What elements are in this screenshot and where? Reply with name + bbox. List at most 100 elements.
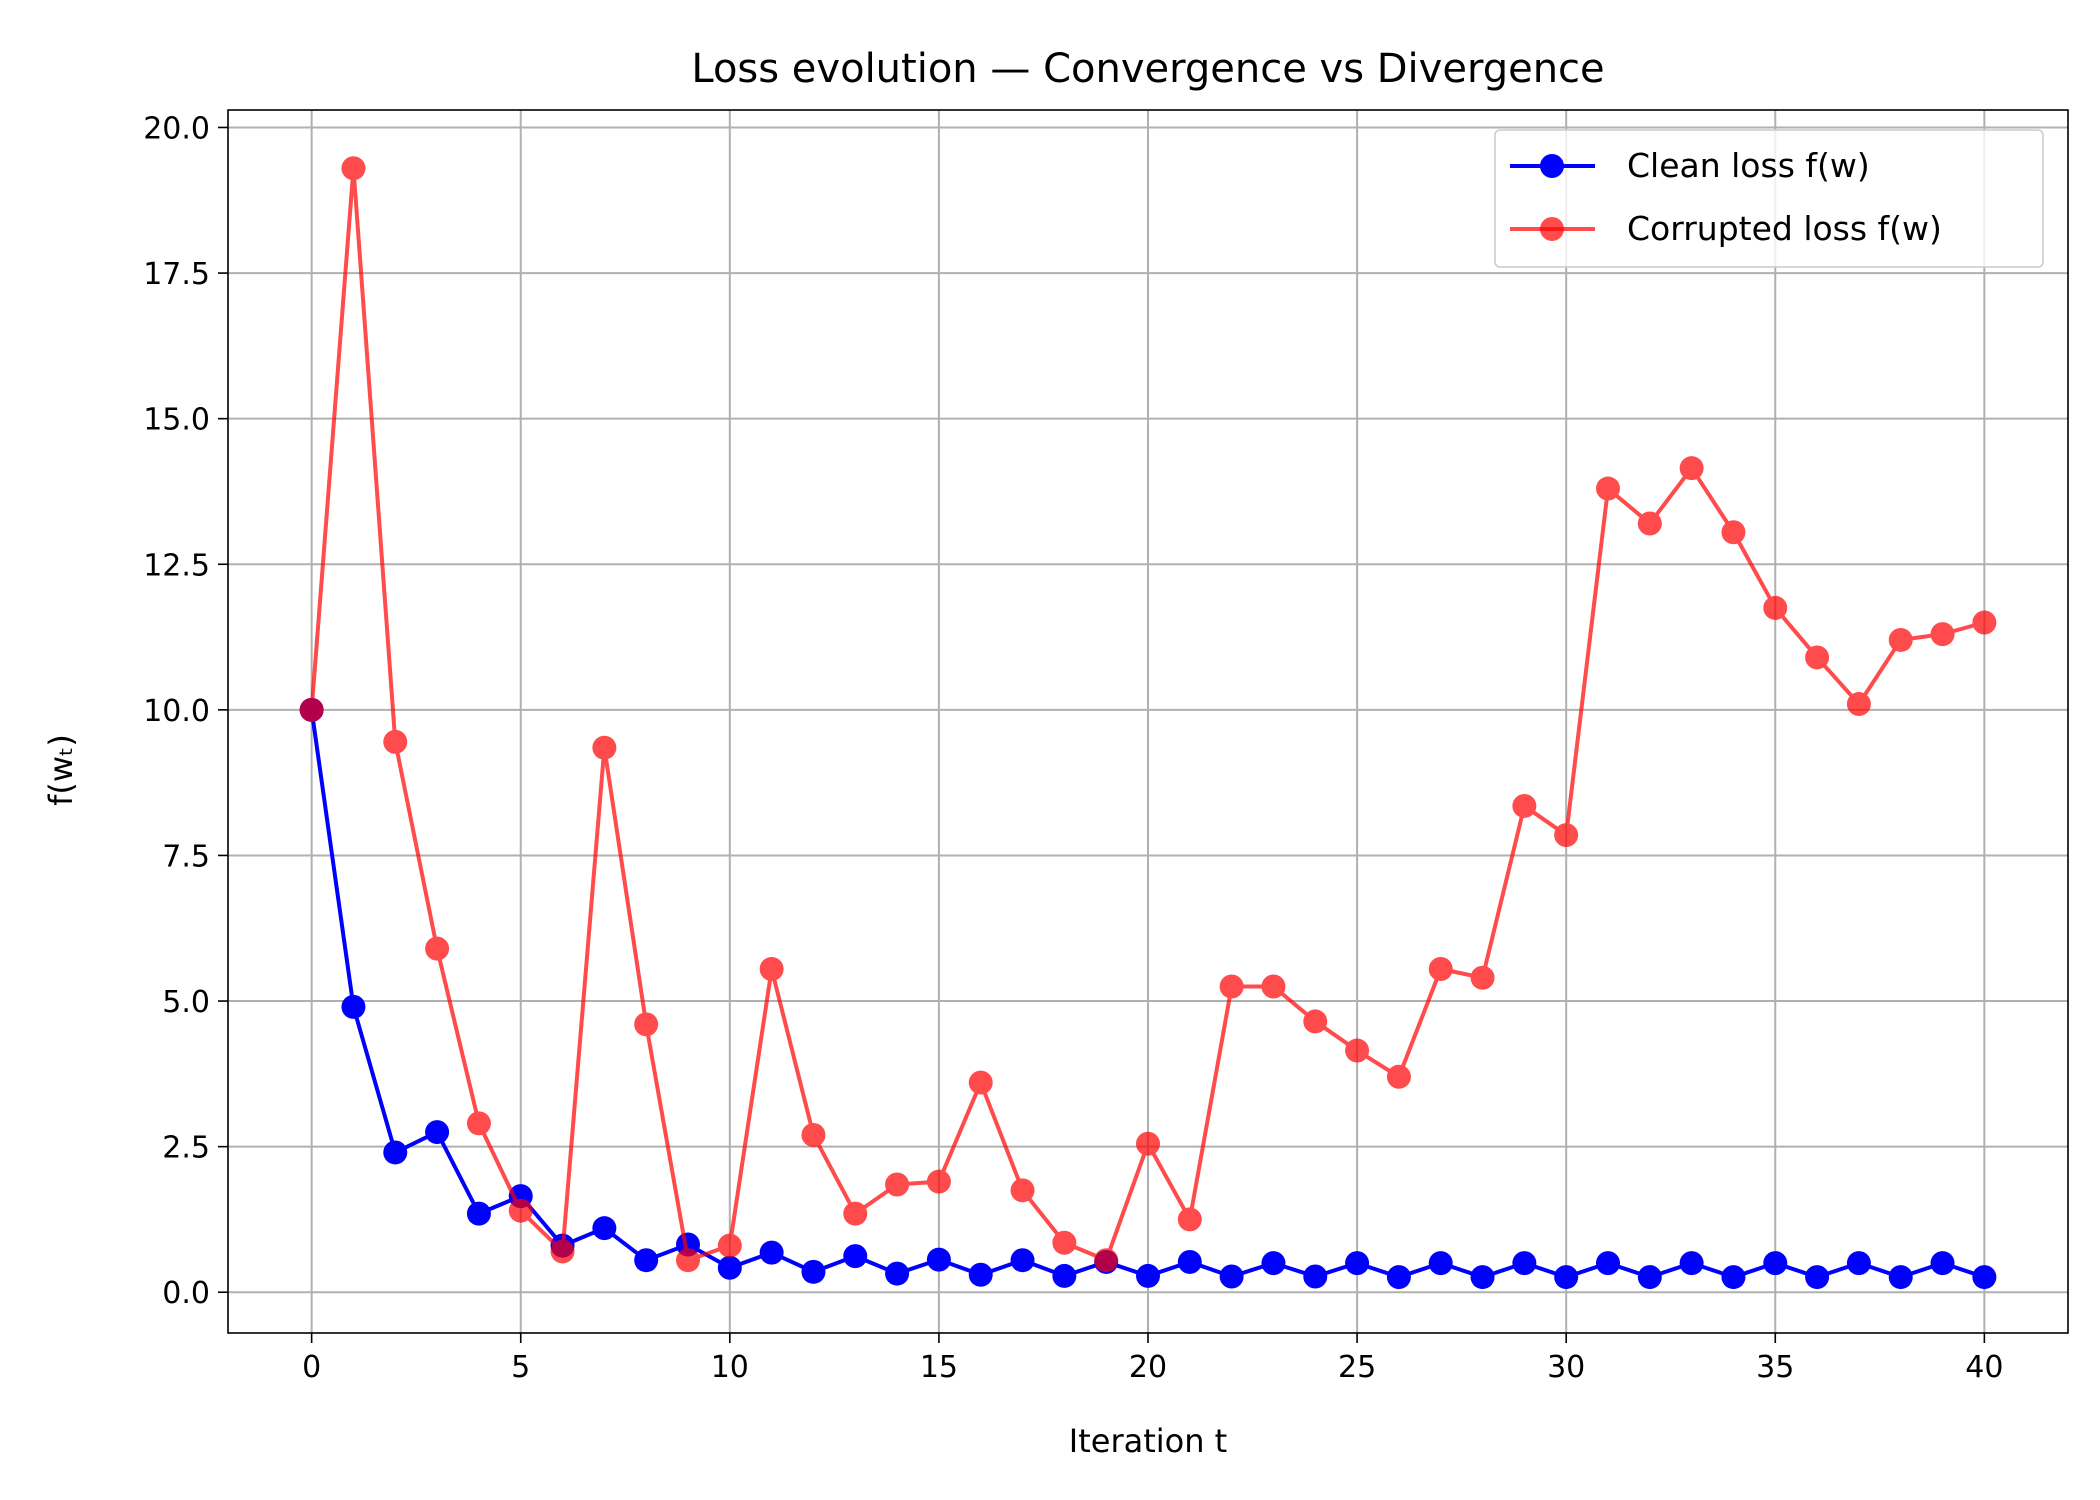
series-corrupted <box>299 156 1997 1273</box>
data-point <box>1888 1265 1913 1290</box>
y-tick-label: 7.5 <box>162 839 210 874</box>
data-point <box>1052 1263 1077 1288</box>
data-point <box>1972 1265 1997 1290</box>
data-point <box>1763 595 1788 620</box>
data-point <box>1637 511 1662 536</box>
data-point <box>1930 1251 1955 1276</box>
x-tick-label: 40 <box>1965 1350 2003 1385</box>
data-point <box>1428 1251 1453 1276</box>
data-point <box>1136 1263 1160 1288</box>
data-point <box>1554 823 1579 848</box>
data-point <box>1888 627 1913 652</box>
data-point <box>1763 1251 1788 1276</box>
legend-box <box>1494 129 2044 268</box>
data-point <box>1637 1265 1662 1290</box>
data-point <box>1679 1251 1704 1276</box>
y-tick-label: 10.0 <box>143 694 210 729</box>
data-point <box>1846 1251 1871 1276</box>
data-point <box>968 1262 993 1287</box>
data-point <box>508 1198 533 1223</box>
legend: Clean loss f(w) Corrupted loss f(w) <box>1494 129 2044 268</box>
data-point <box>1512 793 1537 818</box>
data-point <box>1512 1251 1537 1276</box>
data-point <box>634 1248 659 1273</box>
data-point <box>676 1248 700 1273</box>
x-tick-label: 10 <box>711 1350 749 1385</box>
data-point <box>1930 622 1955 647</box>
data-point <box>1428 957 1453 982</box>
legend-label-clean: Clean loss f(w) <box>1627 146 1870 185</box>
data-point <box>1261 974 1286 999</box>
data-point <box>425 1120 450 1145</box>
data-point <box>1596 476 1620 501</box>
data-point <box>1972 610 1997 635</box>
x-axis-label: Iteration t <box>1069 1422 1227 1460</box>
y-tick-label: 12.5 <box>143 548 210 583</box>
y-tick-label: 17.5 <box>143 257 210 292</box>
legend-item-corrupted: Corrupted loss f(w) <box>1510 209 1942 248</box>
x-tick-label: 30 <box>1547 1350 1585 1385</box>
x-tick-label: 25 <box>1338 1350 1376 1385</box>
data-point <box>1177 1207 1202 1232</box>
x-axis: 0 5 10 15 20 25 30 35 40 <box>302 1333 2003 1385</box>
data-point <box>383 729 408 754</box>
data-point <box>1805 1265 1830 1290</box>
data-point <box>1303 1264 1328 1289</box>
y-tick-label: 0.0 <box>162 1276 210 1311</box>
data-point <box>466 1201 491 1226</box>
data-point <box>592 1216 617 1241</box>
data-point <box>801 1122 826 1147</box>
data-point <box>425 936 450 961</box>
data-point <box>341 994 366 1019</box>
data-point <box>1386 1064 1411 1089</box>
data-point <box>1470 1265 1495 1290</box>
data-point <box>1010 1178 1035 1203</box>
data-point <box>926 1169 951 1194</box>
data-point <box>1261 1251 1286 1276</box>
data-point <box>801 1259 826 1284</box>
y-tick-label: 2.5 <box>162 1131 210 1166</box>
data-point <box>843 1244 868 1269</box>
data-point <box>634 1012 659 1037</box>
x-tick-label: 35 <box>1756 1350 1794 1385</box>
x-tick-label: 15 <box>920 1350 958 1385</box>
data-point <box>1846 692 1871 717</box>
y-tick-label: 5.0 <box>162 985 210 1020</box>
data-point <box>1094 1248 1119 1273</box>
data-point <box>592 735 617 760</box>
data-point <box>759 1240 784 1265</box>
legend-item-clean: Clean loss f(w) <box>1510 146 1870 185</box>
data-point <box>1721 520 1746 545</box>
x-tick-label: 20 <box>1129 1350 1167 1385</box>
data-point <box>843 1201 868 1226</box>
data-point <box>1721 1265 1746 1290</box>
y-axis-label: f(wₜ) <box>42 734 80 806</box>
data-point <box>1010 1248 1035 1273</box>
data-point <box>1303 1009 1328 1034</box>
chart-title: Loss evolution — Convergence vs Divergen… <box>691 46 1604 92</box>
y-tick-label: 15.0 <box>143 403 210 438</box>
data-point <box>341 156 366 181</box>
data-point <box>1219 974 1244 999</box>
data-point <box>299 697 324 722</box>
data-point <box>550 1239 575 1264</box>
data-point <box>717 1255 742 1280</box>
data-point <box>1596 1251 1620 1276</box>
data-point <box>885 1172 910 1197</box>
x-tick-label: 0 <box>302 1350 321 1385</box>
data-point <box>1052 1230 1077 1255</box>
data-point <box>1679 456 1704 481</box>
data-point <box>717 1233 742 1258</box>
data-point <box>1554 1265 1579 1290</box>
data-point <box>1136 1131 1160 1156</box>
x-tick-label: 5 <box>511 1350 530 1385</box>
data-point <box>1219 1264 1244 1289</box>
y-tick-label: 20.0 <box>143 111 210 146</box>
data-point <box>885 1261 910 1286</box>
data-point <box>926 1247 951 1272</box>
data-point <box>759 957 784 982</box>
data-point <box>1345 1251 1370 1276</box>
legend-label-corrupted: Corrupted loss f(w) <box>1627 209 1942 248</box>
data-point <box>1805 645 1830 670</box>
